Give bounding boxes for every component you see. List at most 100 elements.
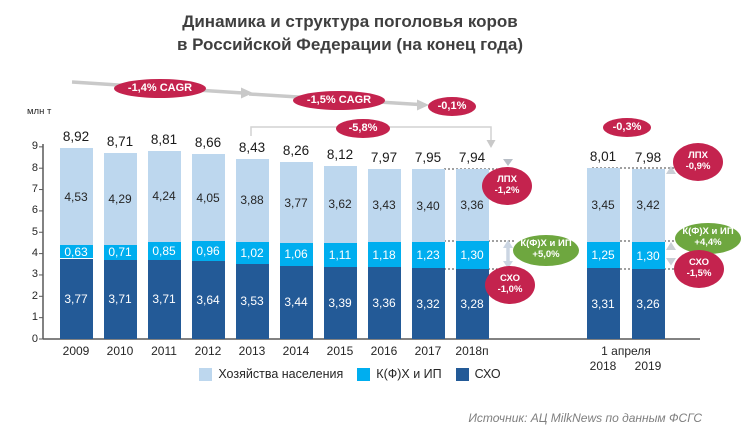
bar-segment-kfh-2010: 0,71 — [103, 244, 137, 260]
bar-segment-kfh-2014: 1,06 — [279, 242, 313, 266]
bar-value-label: 1,02 — [240, 245, 264, 260]
legend-label-sho: СХО — [474, 367, 501, 381]
chart-title-line1: Динамика и структура поголовья коров — [182, 12, 518, 31]
bar-value-label: 3,32 — [416, 296, 440, 311]
x-axis-label-2010: 2010 — [106, 344, 134, 358]
bar-value-label: 3,77 — [64, 291, 88, 306]
bar-value-label: 3,88 — [240, 193, 264, 208]
bar-total-2014: 8,26 — [282, 143, 310, 159]
bar-segment-household-2018: 3,45 — [586, 167, 620, 242]
bar-total-2015: 8,12 — [326, 146, 354, 162]
annotation-text: К(Ф)Х и ИП — [520, 238, 572, 250]
bar-segment-household-2017: 3,40 — [411, 169, 445, 242]
bar-total-2011: 8,81 — [150, 132, 178, 148]
x-axis-label-2015: 2015 — [326, 344, 354, 358]
bar-value-label: 1,18 — [372, 247, 396, 262]
x-axis-label-2016: 2016 — [370, 344, 398, 358]
bar-segment-kfh-2019: 1,30 — [631, 241, 665, 270]
triangle-up-right-mid — [666, 242, 676, 250]
annotation-badge-cagr2: -1,5% CAGR — [293, 90, 385, 110]
annotation-badge-kfh_right: К(Ф)Х и ИП +4,4% — [675, 222, 741, 254]
chart-title-line2: в Российской Федерации (на конец года) — [176, 35, 524, 54]
bar-value-label: 3,71 — [152, 292, 176, 307]
bar-total-2012: 8,66 — [194, 135, 222, 151]
bar-total-2019: 7,98 — [634, 149, 662, 165]
bar-value-label: 4,53 — [64, 189, 88, 204]
bar-segment-kfh-2013: 1,02 — [235, 241, 269, 264]
bar-segment-sho-2009: 3,77 — [59, 258, 93, 339]
y-axis-tick-1: 1 — [31, 311, 38, 324]
bar-segment-kfh-2016: 1,18 — [367, 242, 401, 268]
y-axis-tick-3: 3 — [31, 268, 38, 281]
y-axis-unit-label: млн т — [27, 106, 52, 117]
annotation-text: +5,0% — [532, 249, 560, 260]
bar-value-label: 3,28 — [460, 296, 484, 311]
bar-value-label: 0,71 — [108, 245, 132, 260]
bar-segment-sho-2015: 3,39 — [323, 266, 357, 339]
bar-segment-household-2019: 3,42 — [631, 168, 665, 242]
annotation-text: -0,9% — [685, 161, 711, 172]
bar-segment-household-2012: 4,05 — [191, 154, 225, 241]
bar-value-label: 3,44 — [284, 295, 308, 310]
bar-value-label: 1,06 — [284, 247, 308, 262]
bar-segment-kfh-2009: 0,63 — [59, 244, 93, 259]
bar-segment-kfh-2011: 0,85 — [147, 241, 181, 260]
bar-segment-household-2014: 3,77 — [279, 162, 313, 243]
chart-title: Динамика и структура поголовья коров в Р… — [0, 10, 700, 56]
annotation-text: -1,4% CAGR — [127, 81, 193, 94]
annotation-text: -5,8% — [348, 121, 378, 134]
legend-item-household: Хозяйства населения — [199, 367, 343, 381]
annotation-text: К(Ф)Х и ИП — [682, 226, 734, 238]
bar-segment-sho-2018п: 3,28 — [455, 268, 489, 339]
bar-value-label: 4,05 — [196, 190, 220, 205]
bar-value-label: 0,85 — [152, 243, 176, 258]
bar-segment-household-2015: 3,62 — [323, 165, 357, 243]
x-axis-label-2017: 2017 — [414, 344, 442, 358]
annotation-text: -0,3% — [612, 120, 642, 133]
annotation-badge-cagr1: -1,4% CAGR — [114, 78, 206, 98]
bar-value-label: 3,36 — [372, 296, 396, 311]
bar-segment-kfh-2012: 0,96 — [191, 240, 225, 262]
triangle-down-right-bottom — [666, 258, 676, 266]
legend-swatch-sho — [455, 367, 469, 381]
bar-value-label: 0,63 — [64, 244, 88, 259]
annotation-badge-kfh_left: К(Ф)Х и ИП +5,0% — [513, 234, 579, 266]
bar-segment-kfh-2018п: 1,30 — [455, 241, 489, 269]
bar-value-label: 3,36 — [460, 198, 484, 213]
annotation-text: -1,5% — [686, 268, 712, 279]
bar-value-label: 3,45 — [591, 197, 615, 212]
x-axis-label-2014: 2014 — [282, 344, 310, 358]
bar-value-label: 1,11 — [328, 247, 352, 262]
x-axis-label-2019: 2019 — [634, 359, 662, 373]
bar-value-label: 3,31 — [591, 296, 615, 311]
bar-value-label: 1,23 — [416, 247, 440, 262]
bar-segment-sho-2016: 3,36 — [367, 267, 401, 339]
source-note: Источник: АЦ MilkNews по данным ФСГС — [468, 411, 702, 425]
annotation-badge-sho_left: СХО -1,0% — [485, 266, 535, 304]
double-arrow-up-head — [503, 240, 513, 248]
bar-segment-sho-2018: 3,31 — [586, 268, 620, 339]
annotation-text: -1,5% CAGR — [306, 93, 372, 106]
bar-segment-kfh-2018: 1,25 — [586, 241, 620, 269]
y-axis-tick-8: 8 — [31, 161, 38, 174]
bar-segment-household-2013: 3,88 — [235, 159, 269, 242]
triangle-down-left-top — [503, 159, 513, 166]
annotation-badge-lph_left: ЛПХ -1,2% — [482, 167, 532, 205]
bar-value-label: 1,30 — [460, 248, 484, 263]
bar-value-label: 3,42 — [636, 198, 660, 213]
bar-total-2009: 8,92 — [62, 129, 90, 145]
cagr-arrow-2-head — [417, 99, 429, 111]
annotation-badge-lph_right: ЛПХ -0,9% — [673, 143, 723, 181]
annotation-text: -1,0% — [497, 284, 523, 295]
bar-total-2018п: 7,94 — [458, 150, 486, 166]
x-axis-label-2009: 2009 — [62, 344, 90, 358]
bar-segment-sho-2014: 3,44 — [279, 265, 313, 339]
annotation-badge-pct03: -0,3% — [603, 117, 651, 137]
annotation-badge-sho_right: СХО -1,5% — [674, 250, 724, 288]
bar-value-label: 0,96 — [196, 244, 220, 259]
y-axis-tick-5: 5 — [31, 225, 38, 238]
bar-total-2010: 8,71 — [106, 134, 134, 150]
x-axis-label-2011: 2011 — [151, 344, 177, 358]
